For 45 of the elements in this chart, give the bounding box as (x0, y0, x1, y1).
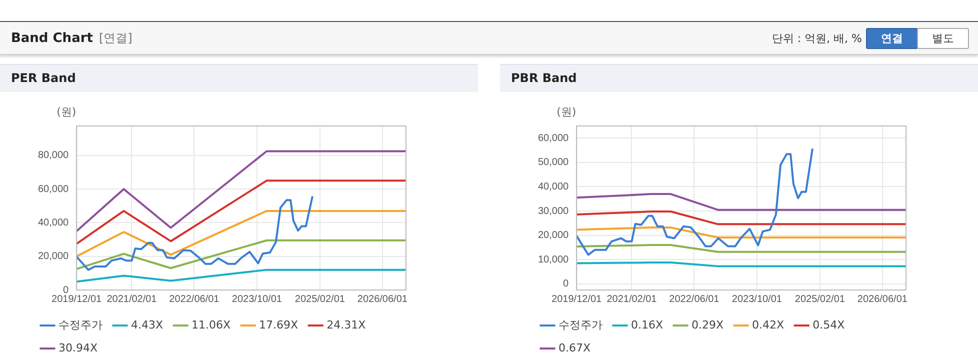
y-tick-label: 10,000 (538, 254, 570, 266)
y-axis-title: (원) (56, 105, 76, 118)
legend-label: 0.42X (752, 318, 785, 332)
x-tick-label: 2022/06/01 (669, 294, 720, 305)
legend-label: 0.54X (812, 318, 846, 332)
y-tick-label: 20,000 (38, 251, 70, 262)
legend-label: 수정주가 (558, 318, 602, 332)
x-tick-label: 2026/06/01 (857, 294, 908, 305)
legend-label: 17.69X (259, 318, 299, 332)
text: Band Chart (11, 31, 93, 46)
text: 별도 (917, 28, 969, 49)
legend-label: 11.06X (192, 318, 232, 332)
chart-title: PER Band (0, 64, 478, 92)
text: 연결 (866, 28, 918, 49)
legend-label: 0.29X (692, 318, 724, 332)
chart-title: PBR Band (500, 64, 978, 92)
x-tick-label: 2022/06/01 (169, 294, 220, 305)
y-tick-label: 30,000 (538, 206, 570, 217)
text: [연결] (98, 31, 132, 45)
y-tick-label: 60,000 (38, 184, 70, 195)
x-tick-label: 2026/06/01 (357, 294, 408, 305)
legend-label: 24.31X (326, 318, 366, 332)
x-tick-label: 2023/10/01 (232, 294, 282, 305)
x-tick-label: 2021/02/01 (606, 294, 658, 305)
x-tick-label: 2019/12/01 (552, 294, 602, 305)
x-tick-label: 2023/10/01 (732, 294, 782, 305)
legend-label: 수정주가 (58, 318, 102, 332)
y-tick-label: 40,000 (538, 181, 570, 192)
y-tick-label: 0 (563, 278, 570, 290)
text: 단위 : 억원, 배, % (772, 31, 862, 46)
y-tick-label: 0 (63, 284, 70, 296)
x-tick-label: 2025/02/01 (294, 294, 346, 305)
y-tick-label: 80,000 (38, 150, 70, 162)
legend-label: 4.43X (131, 318, 164, 332)
y-tick-label: 50,000 (538, 157, 570, 168)
legend-label: 30.94X (58, 341, 98, 354)
y-axis-title: (원) (556, 105, 576, 118)
legend-label: 0.67X (558, 341, 591, 354)
y-tick-label: 20,000 (538, 230, 570, 242)
x-tick-label: 2019/12/01 (52, 294, 102, 305)
x-tick-label: 2025/02/01 (794, 294, 846, 305)
y-tick-label: 60,000 (538, 132, 570, 144)
y-tick-label: 40,000 (38, 217, 70, 228)
x-tick-label: 2021/02/01 (106, 294, 158, 305)
legend-label: 0.16X (631, 318, 664, 332)
